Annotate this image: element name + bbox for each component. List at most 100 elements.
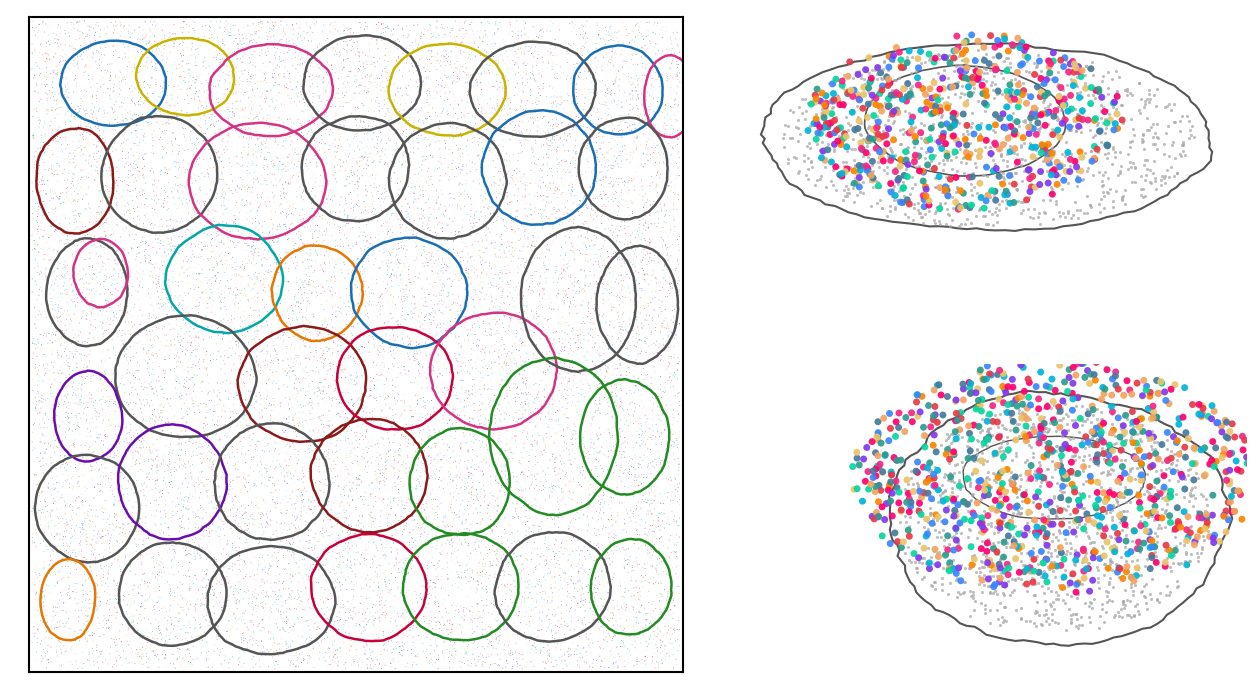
Point [1133,473,1153,484]
Point [180,337,200,348]
Point [205,173,226,184]
Point [81,161,101,172]
Point [966,532,987,543]
Point [532,160,552,171]
Point [602,556,622,568]
Point [102,279,122,290]
Point [215,106,236,117]
Point [518,499,538,510]
Point [489,57,509,69]
Point [338,218,358,229]
Point [199,264,219,275]
Point [174,456,194,467]
Point [212,574,232,585]
Point [551,456,571,467]
Point [1178,470,1198,481]
Point [263,486,284,498]
Point [290,418,310,429]
Point [600,89,620,100]
Point [408,356,428,368]
Point [581,407,601,418]
Point [542,62,562,73]
Point [252,636,272,647]
Point [1023,171,1043,182]
Point [905,150,925,161]
Point [198,520,218,531]
Point [654,554,674,566]
Point [548,504,568,515]
Point [150,506,170,517]
Point [194,504,214,515]
Point [534,204,554,216]
Point [82,540,102,551]
Point [626,341,646,352]
Point [412,382,432,393]
Point [378,75,398,86]
Point [979,489,999,500]
Point [287,474,307,485]
Point [1011,359,1031,370]
Point [1067,108,1087,120]
Point [452,94,472,106]
Point [268,606,289,617]
Point [142,635,163,646]
Point [452,237,472,248]
Point [184,578,204,589]
Point [280,45,300,56]
Point [944,112,964,123]
Point [949,542,969,554]
Point [656,250,677,261]
Point [158,522,178,533]
Point [538,57,558,69]
Point [619,89,639,100]
Point [241,74,261,85]
Point [655,558,675,569]
Point [1036,380,1056,391]
Point [326,568,347,579]
Point [578,66,598,77]
Point [284,29,304,40]
Point [960,585,980,596]
Point [312,350,333,361]
Point [72,355,92,366]
Point [554,366,575,377]
Point [252,44,272,55]
Point [338,468,358,480]
Point [544,466,564,477]
Point [190,374,210,386]
Point [455,15,475,27]
Point [592,206,612,218]
Point [84,482,105,493]
Point [63,296,83,307]
Point [987,546,1007,557]
Point [1072,478,1092,489]
Point [501,224,522,235]
Point [513,191,533,202]
Point [280,392,300,403]
Point [422,623,442,634]
Point [120,559,140,570]
Point [251,41,271,52]
Point [377,531,397,542]
Point [329,615,349,626]
Point [329,263,349,274]
Point [1110,431,1130,442]
Point [530,402,551,414]
Point [924,513,944,524]
Point [270,519,290,530]
Point [292,159,312,170]
Point [168,186,188,197]
Point [363,405,383,416]
Point [166,370,186,382]
Point [175,168,195,179]
Point [266,461,286,472]
Point [1031,618,1051,629]
Point [460,494,480,505]
Point [1176,547,1196,558]
Point [273,563,294,574]
Point [131,237,151,248]
Point [374,542,394,554]
Point [43,71,63,83]
Point [581,496,601,507]
Point [291,657,311,668]
